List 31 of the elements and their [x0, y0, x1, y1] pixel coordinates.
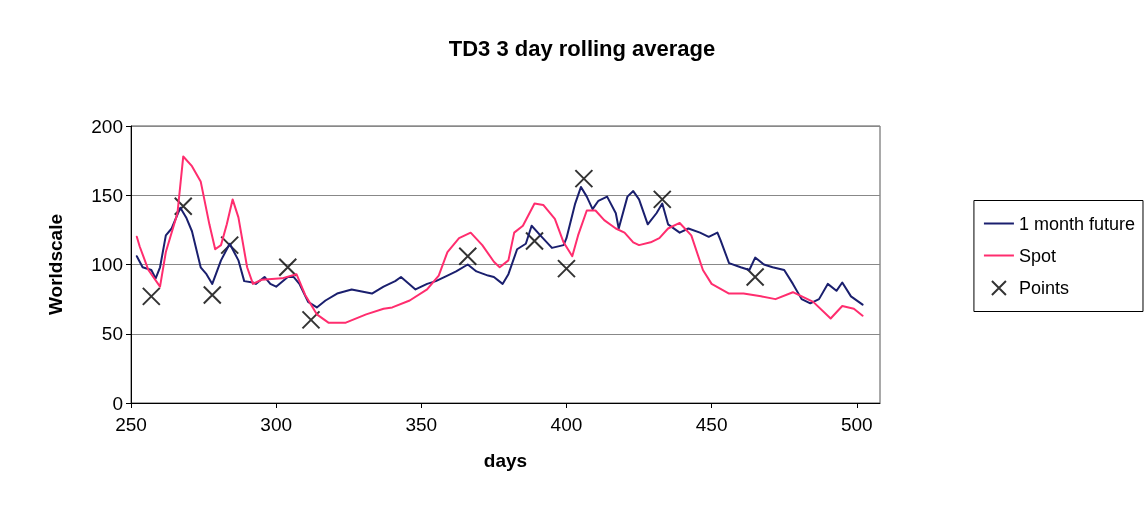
- point: [141, 286, 161, 306]
- y-tick-label: 50: [101, 323, 123, 345]
- point: [301, 310, 321, 330]
- point: [745, 267, 765, 287]
- x-tick-label: 250: [115, 414, 147, 435]
- x-axis-title: days: [483, 450, 528, 471]
- y-tick-label: 150: [91, 184, 123, 206]
- point: [574, 169, 594, 189]
- point: [278, 257, 298, 277]
- point: [556, 259, 576, 279]
- legend-label: Points: [1018, 278, 1069, 298]
- line-series: [135, 185, 864, 309]
- y-tick-label: 200: [91, 115, 123, 137]
- line-series: [135, 155, 864, 324]
- x-tick-label: 400: [550, 414, 583, 435]
- y-tick-label: 0: [112, 392, 123, 414]
- point: [458, 246, 478, 266]
- legend-label: Spot: [1018, 245, 1056, 266]
- point: [652, 189, 672, 209]
- x-tick-label: 500: [840, 414, 873, 435]
- point: [525, 231, 545, 251]
- x-tick-label: 300: [260, 414, 293, 435]
- legend-label: 1 month future: [1018, 213, 1136, 234]
- x-tick-label: 350: [405, 414, 438, 435]
- x-tick-label: 450: [695, 414, 728, 435]
- chart-title: TD3 3 day rolling average: [448, 35, 716, 61]
- point: [202, 285, 222, 305]
- point: [173, 196, 193, 216]
- y-axis-title: Worldscale: [45, 213, 66, 316]
- y-tick-label: 100: [91, 254, 123, 275]
- point: [220, 235, 240, 255]
